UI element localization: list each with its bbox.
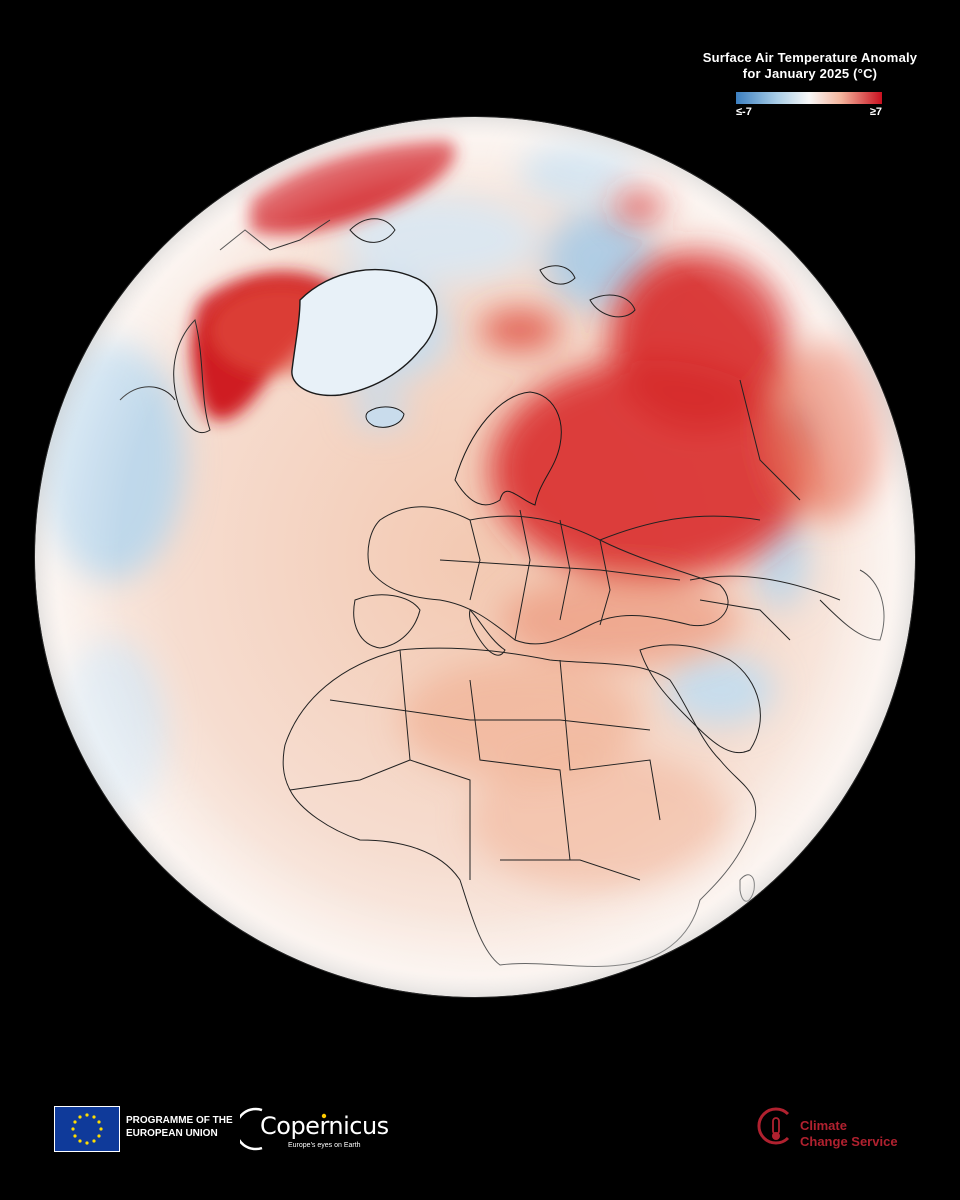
legend-max-label: ≥7 xyxy=(869,106,882,118)
copernicus-tagline: Europe's eyes on Earth xyxy=(288,1142,361,1149)
copernicus-name: Copernicus xyxy=(260,1112,389,1140)
globe-surface xyxy=(35,117,915,997)
legend-colorbar xyxy=(736,92,882,104)
eu-line1: PROGRAMME OF THE xyxy=(126,1115,233,1126)
c3s-line2: Change Service xyxy=(800,1134,898,1149)
legend-ticks: ≤-7 ≥7 xyxy=(736,106,882,118)
climate-change-service-label: Climate Change Service xyxy=(800,1118,898,1150)
legend-title: Surface Air Temperature Anomaly for Janu… xyxy=(680,50,940,82)
climate-change-service-logo-icon xyxy=(757,1107,790,1145)
legend-min-label: ≤-7 xyxy=(736,106,752,118)
legend-title-line2: for January 2025 (°C) xyxy=(742,66,878,81)
legend-title-line1: Surface Air Temperature Anomaly xyxy=(702,50,918,65)
footer: PROGRAMME OF THE EUROPEAN UNION Copernic… xyxy=(0,1100,960,1160)
legend: Surface Air Temperature Anomaly for Janu… xyxy=(680,50,940,118)
copernicus-logo-icon xyxy=(240,1107,327,1151)
eu-programme-label: PROGRAMME OF THE EUROPEAN UNION xyxy=(126,1114,233,1140)
eu-flag-icon xyxy=(54,1106,120,1152)
c3s-line1: Climate xyxy=(800,1118,847,1133)
eu-line2: EUROPEAN UNION xyxy=(126,1128,218,1139)
